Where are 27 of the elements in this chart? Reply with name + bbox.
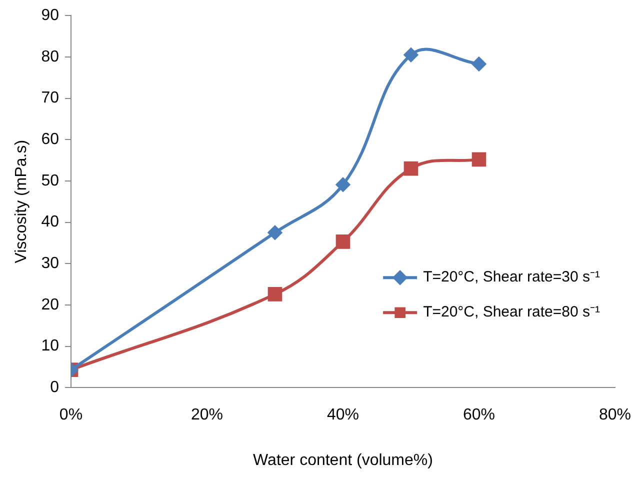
y-tick-label: 10 [41,338,60,355]
point [472,152,486,167]
y-tick-label: 50 [41,172,60,190]
y-tick-label: 80 [41,48,60,66]
legend-label: T=20°C, Shear rate=80 s⁻¹ [423,304,600,321]
x-tick-label: 40% [326,406,360,424]
y-tick-label: 40 [41,214,60,231]
y-tick-label: 30 [41,255,60,272]
point [472,56,486,71]
point [336,178,350,192]
x-tick-label: 80% [598,406,632,424]
point [336,234,350,249]
y-tick-label: 60 [41,131,60,148]
y-tick-label: 20 [41,296,60,314]
y-axis-title: Viscosity (mPa.s) [13,140,30,264]
legend-label: T=20°C, Shear rate=30 s⁻¹ [423,268,600,286]
x-tick-label: 60% [462,406,496,424]
x-axis-title: Water content (volume%) [253,452,433,469]
y-tick-label: 70 [41,90,60,107]
point [404,48,418,62]
x-tick-label: 0% [59,406,83,424]
point [268,287,282,302]
point [268,226,282,240]
point [404,161,418,176]
y-tick-label: 0 [50,379,60,396]
x-tick-label: 20% [190,406,224,424]
y-tick-label: 90 [41,7,60,24]
